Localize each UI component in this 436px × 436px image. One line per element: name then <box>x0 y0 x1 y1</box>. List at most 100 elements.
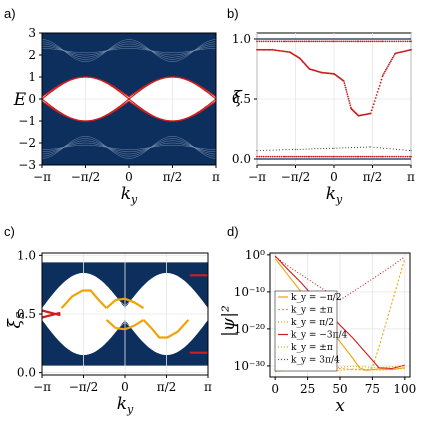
data-point <box>348 102 351 104</box>
data-point <box>406 40 409 43</box>
data-point <box>278 155 281 158</box>
data-point <box>367 155 370 158</box>
data-point <box>279 149 280 151</box>
data-point <box>354 155 357 158</box>
data-point <box>256 48 258 51</box>
data-point <box>357 40 360 43</box>
data-point <box>258 155 261 158</box>
edge-state-line <box>41 76 217 98</box>
data-point <box>330 155 332 158</box>
data-point <box>352 155 355 158</box>
data-point <box>390 60 392 63</box>
data-point <box>370 146 372 148</box>
data-point <box>388 40 391 43</box>
data-point <box>266 149 268 151</box>
data-point <box>375 155 378 158</box>
data-point <box>350 155 353 158</box>
data-point <box>368 146 370 148</box>
data-point <box>382 155 384 158</box>
data-point <box>387 65 389 68</box>
legend-box <box>274 290 338 372</box>
data-point <box>335 155 337 158</box>
data-point <box>377 40 379 43</box>
data-point <box>278 40 281 43</box>
data-point <box>344 40 347 43</box>
data-point <box>345 147 347 149</box>
bulk-band-lower <box>42 101 216 165</box>
legend-entry: k_y = ±π <box>291 306 333 316</box>
data-point <box>291 155 294 158</box>
data-point <box>361 40 364 43</box>
data-point <box>386 40 389 43</box>
data-point <box>305 148 307 150</box>
data-point <box>274 155 276 158</box>
data-point <box>333 155 335 158</box>
data-point <box>354 147 356 148</box>
data-point <box>324 155 327 158</box>
legend-entry: k_y = 3π/4 <box>291 356 340 366</box>
data-point <box>269 149 271 151</box>
edge-state-line <box>41 309 61 317</box>
data-point <box>400 155 402 158</box>
data-point <box>256 40 258 43</box>
data-point <box>305 155 308 158</box>
x-axis-label: ky <box>326 184 343 206</box>
data-point <box>343 82 346 85</box>
y-tick-label: 10⁰ <box>245 248 265 262</box>
band-line <box>42 48 216 53</box>
data-point <box>258 40 261 43</box>
y-tick-label: 10⁻¹⁰ <box>234 285 265 299</box>
data-point <box>291 149 293 150</box>
data-point <box>339 155 341 158</box>
data-point <box>371 40 374 43</box>
x-tick-label: π/2 <box>363 170 383 184</box>
data-point <box>280 40 283 43</box>
data-point <box>267 48 270 51</box>
data-point <box>371 106 374 109</box>
legend-entry: k_y = −π/2 <box>291 293 342 303</box>
data-point <box>295 155 298 158</box>
data-point <box>367 40 370 43</box>
data-point <box>284 50 286 53</box>
data-point <box>376 91 379 93</box>
data-point <box>282 149 284 151</box>
data-point <box>396 148 397 150</box>
band-line <box>42 138 216 157</box>
data-point <box>342 80 345 82</box>
data-point <box>271 48 274 51</box>
x-tick-label: π <box>212 170 220 184</box>
data-point <box>388 63 390 66</box>
data-point <box>259 48 262 51</box>
panel-a: 3 2 1 0 −1 −2 −3−π −π/2 0 π/2 π a) ky E <box>4 6 220 206</box>
data-point <box>379 147 381 149</box>
data-point <box>317 148 319 150</box>
data-point <box>384 40 387 43</box>
band-line <box>41 39 217 62</box>
data-point <box>318 40 321 43</box>
panel-label: d) <box>227 224 239 239</box>
data-point <box>337 155 339 158</box>
data-point <box>295 148 297 150</box>
band-line <box>42 142 216 152</box>
y-tick-label: 2 <box>28 48 36 62</box>
data-point <box>348 147 350 149</box>
data-point <box>263 149 264 151</box>
x-axis-label: ky <box>121 184 138 206</box>
data-point <box>280 50 282 52</box>
data-point <box>383 147 385 149</box>
band-line <box>42 43 216 58</box>
data-point <box>392 55 395 57</box>
data-point <box>404 40 407 43</box>
data-point <box>397 155 400 158</box>
data-point <box>320 148 322 150</box>
data-point <box>376 147 378 149</box>
x-tick-label: 0 <box>125 170 133 184</box>
data-point <box>345 91 348 93</box>
data-point <box>344 86 347 89</box>
y-tick-label: −3 <box>18 158 36 172</box>
data-point <box>330 40 332 43</box>
data-point <box>320 40 323 43</box>
data-point <box>260 155 263 158</box>
data-point <box>362 146 364 148</box>
data-point <box>382 40 384 43</box>
